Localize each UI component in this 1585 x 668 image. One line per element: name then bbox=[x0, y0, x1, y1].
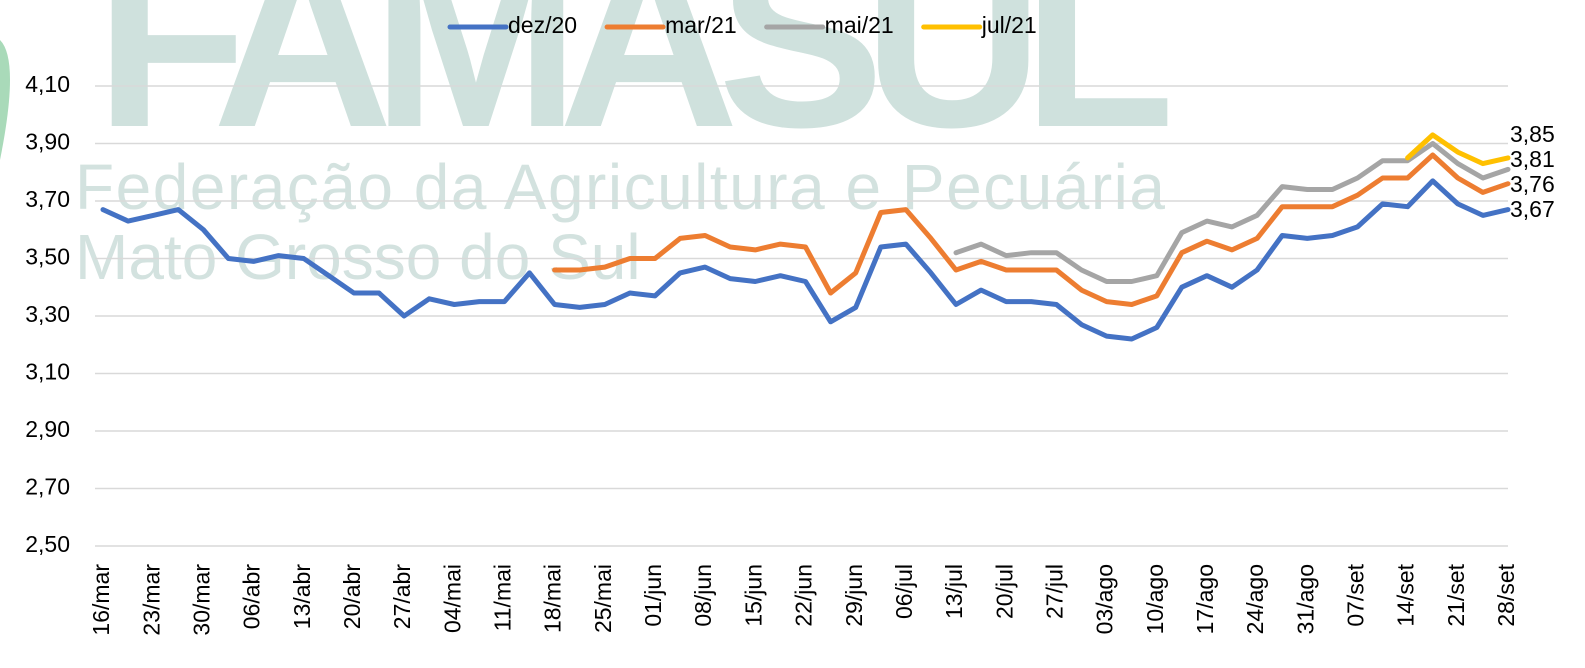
x-tick-label: 04/mai bbox=[439, 564, 465, 633]
legend-label: mai/21 bbox=[825, 12, 894, 38]
lines bbox=[100, 132, 1511, 342]
data-label: 3,76 bbox=[1510, 171, 1555, 197]
x-tick-label: 27/jul bbox=[1041, 564, 1067, 619]
watermark-line1: Federação da Agricultura e Pecuária bbox=[75, 151, 1165, 223]
labels: 2,50 2,70 2,90 3,10 3,30 3,50 3,70 3,90 4,10 16/m… bbox=[25, 71, 1555, 636]
x-tick-label: 07/set bbox=[1343, 563, 1369, 626]
x-tick-label: 24/ago bbox=[1242, 564, 1268, 634]
x-tick-label: 23/mar bbox=[138, 564, 164, 636]
x-tick-label: 16/mar bbox=[88, 564, 114, 636]
x-tick-label: 29/jun bbox=[841, 564, 867, 627]
x-tick-label: 17/ago bbox=[1192, 564, 1218, 634]
legend: dez/20 mar/21 mai/21 jul/21 bbox=[447, 12, 1037, 38]
series-line bbox=[100, 178, 1511, 342]
series-line bbox=[552, 152, 1511, 307]
y-tick-label: 3,50 bbox=[25, 244, 70, 270]
series-line bbox=[1405, 132, 1511, 167]
data-label: 3,85 bbox=[1510, 121, 1555, 147]
x-tick-label: 25/mai bbox=[590, 564, 616, 633]
x-tick-label: 27/abr bbox=[389, 564, 415, 630]
x-tick-label: 20/abr bbox=[339, 564, 365, 630]
legend-label: jul/21 bbox=[981, 12, 1037, 38]
data-label: 3,67 bbox=[1510, 196, 1555, 222]
y-tick-label: 3,70 bbox=[25, 186, 70, 212]
x-tick-label: 13/jul bbox=[941, 564, 967, 619]
x-tick-label: 20/jul bbox=[991, 564, 1017, 619]
x-tick-label: 15/jun bbox=[740, 564, 766, 627]
data-label: 3,81 bbox=[1510, 146, 1555, 172]
y-tick-label: 2,50 bbox=[25, 531, 70, 557]
y-tick-label: 2,70 bbox=[25, 474, 70, 500]
x-tick-label: 03/ago bbox=[1092, 564, 1118, 634]
x-tick-label: 22/jun bbox=[791, 564, 817, 627]
y-tick-label: 4,10 bbox=[25, 71, 70, 97]
legend-label: dez/20 bbox=[508, 12, 577, 38]
x-tick-label: 28/set bbox=[1493, 563, 1519, 626]
x-tick-label: 13/abr bbox=[289, 564, 315, 630]
series-line bbox=[953, 141, 1511, 284]
x-tick-label: 11/mai bbox=[490, 564, 516, 631]
x-tick-label: 01/jun bbox=[640, 564, 666, 627]
x-tick-label: 31/ago bbox=[1292, 564, 1318, 634]
x-tick-label: 14/set bbox=[1393, 563, 1419, 626]
logo-fragment bbox=[0, 40, 10, 160]
x-tick-label: 18/mai bbox=[540, 564, 566, 633]
legend-label: mar/21 bbox=[665, 12, 737, 38]
y-tick-label: 3,10 bbox=[25, 359, 70, 385]
y-tick-label: 3,90 bbox=[25, 129, 70, 155]
x-tick-label: 06/abr bbox=[239, 564, 265, 630]
y-tick-label: 3,30 bbox=[25, 301, 70, 327]
x-tick-label: 10/ago bbox=[1142, 564, 1168, 634]
x-tick-label: 06/jul bbox=[891, 564, 917, 619]
y-tick-label: 2,90 bbox=[25, 416, 70, 442]
x-tick-label: 21/set bbox=[1443, 563, 1469, 626]
x-tick-label: 30/mar bbox=[188, 564, 214, 636]
watermark-line2: Mato Grosso do Sul bbox=[75, 221, 641, 293]
watermark-title: FAMASUL bbox=[95, 0, 1175, 179]
x-tick-label: 08/jun bbox=[690, 564, 716, 627]
